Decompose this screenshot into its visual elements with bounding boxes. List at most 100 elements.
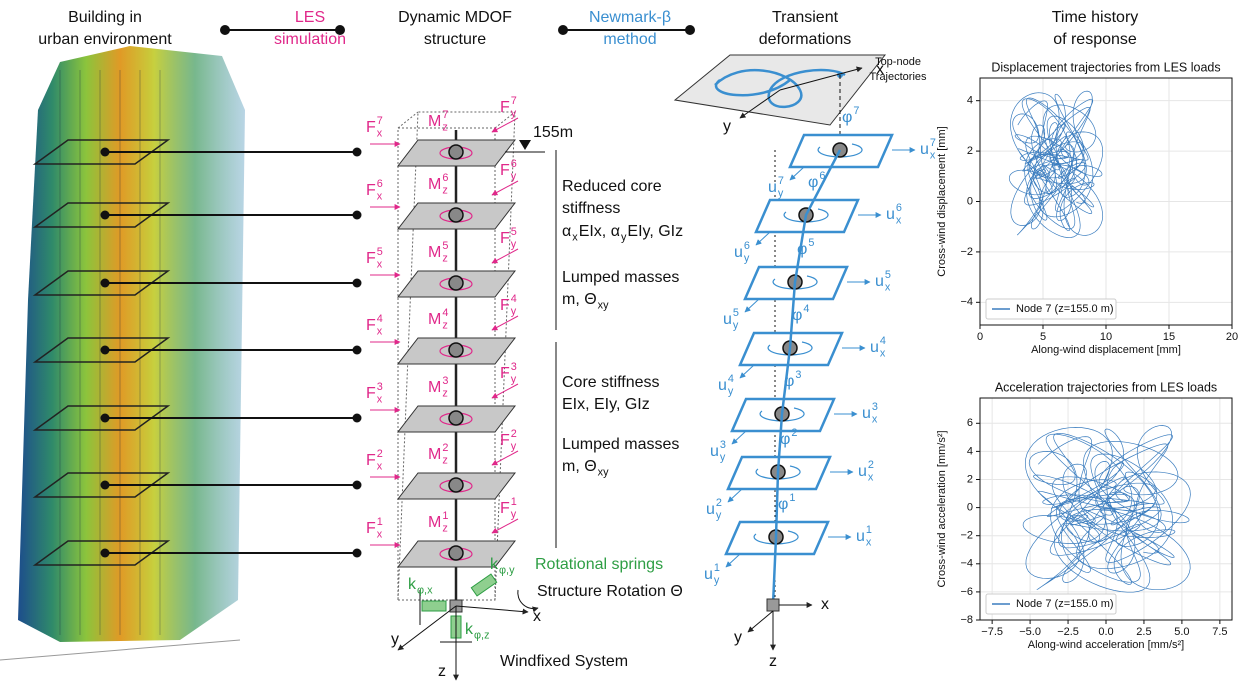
axis-y <box>748 611 773 632</box>
label-base: F <box>500 500 510 517</box>
label-sub: x <box>866 536 872 548</box>
y-tick-label: 0 <box>967 195 973 207</box>
connector-dot <box>353 481 362 490</box>
label-sup: 4 <box>442 307 448 319</box>
label-sub: y <box>621 231 627 243</box>
label-base: u <box>704 566 713 583</box>
connector-dot <box>101 549 110 558</box>
height-label: 155m <box>533 124 573 141</box>
label-base: u <box>875 273 884 290</box>
spring-y <box>471 574 496 596</box>
stiffness-title: stiffness <box>562 200 620 217</box>
y-tick-label: −6 <box>960 586 973 598</box>
x-tick-label: 5 <box>1040 331 1046 343</box>
floor-node <box>449 411 463 425</box>
label-base: φ <box>842 109 852 126</box>
label-base: F <box>366 317 376 334</box>
connector-dot <box>101 279 110 288</box>
y-tick-label: −2 <box>960 246 973 258</box>
uy-arrow <box>740 365 754 378</box>
label-sup: 6 <box>442 172 448 184</box>
x-axis-label: Along-wind acceleration [mm/s²] <box>1028 639 1185 651</box>
axis-label: y <box>391 631 399 648</box>
label-sub: φ,z <box>474 629 490 641</box>
connector-dot <box>353 279 362 288</box>
label-sub: y <box>714 574 720 586</box>
label-sup: 3 <box>442 375 448 387</box>
uy-arrow <box>790 167 804 180</box>
uy-arrow <box>726 554 740 567</box>
stiffness-title: Core stiffness <box>562 374 660 391</box>
trajectory-sketch <box>1009 91 1102 238</box>
label-sub: z <box>442 522 447 534</box>
label-sup: 7 <box>778 175 784 187</box>
floor-node <box>449 145 463 159</box>
label-base: u <box>718 377 727 394</box>
label-sup: 2 <box>511 428 517 440</box>
label-base: α <box>562 223 571 240</box>
label-base: M <box>428 113 441 130</box>
label-sup: 4 <box>880 335 886 347</box>
label-sup: 7 <box>442 109 448 121</box>
floor-node <box>449 276 463 290</box>
label-base: u <box>856 528 865 545</box>
label-sub: z <box>442 454 447 466</box>
header: LES <box>295 9 325 26</box>
label-base: M <box>428 311 441 328</box>
label-sub: xy <box>598 299 609 311</box>
label-sub: x <box>377 325 383 337</box>
connector-dot <box>101 414 110 423</box>
figure: Building inurban environmentLESsimulatio… <box>0 0 1255 684</box>
label-sup: 5 <box>733 307 739 319</box>
label-sup: 4 <box>511 293 517 305</box>
label-sub: x <box>377 127 383 139</box>
label-base: u <box>862 405 871 422</box>
header: Time history <box>1052 9 1139 26</box>
label-base: u <box>710 443 719 460</box>
masses-title: Lumped masses <box>562 436 679 453</box>
label-base: F <box>366 182 376 199</box>
x-tick-label: 10 <box>1100 331 1112 343</box>
y-tick-label: 2 <box>967 145 973 157</box>
plot-title: Acceleration trajectories from LES loads <box>995 380 1217 394</box>
x-tick-label: −2.5 <box>1057 626 1079 638</box>
header: Building in <box>68 9 142 26</box>
label-sup: 1 <box>442 510 448 522</box>
label-base: M <box>428 176 441 193</box>
label-base: M <box>428 244 441 261</box>
label-base: u <box>858 463 867 480</box>
label-sup: 4 <box>728 373 734 385</box>
header: Dynamic MDOF <box>398 9 512 26</box>
header: deformations <box>759 31 852 48</box>
x-tick-label: 15 <box>1163 331 1175 343</box>
label-sub: y <box>778 187 784 199</box>
y-tick-label: −4 <box>960 558 973 570</box>
label-base: F <box>500 99 510 116</box>
label-sub: z <box>442 121 447 133</box>
label-sub: x <box>377 460 383 472</box>
label-sup: 4 <box>377 313 383 325</box>
label-base: φ <box>778 496 788 513</box>
label-sup: 2 <box>442 442 448 454</box>
axis-label: z <box>769 653 777 670</box>
uy-arrow <box>732 431 746 444</box>
label-sub: y <box>511 238 517 250</box>
label-base: k <box>465 621 474 638</box>
label-base: F <box>366 250 376 267</box>
axis-label: y <box>723 118 731 135</box>
label-sup: 2 <box>377 448 383 460</box>
y-tick-label: 4 <box>967 95 973 107</box>
label-base: EIy, GIz <box>627 223 683 240</box>
label-sub: z <box>442 252 447 264</box>
label-base: m, Θ <box>562 291 597 308</box>
label-sub: x <box>377 258 383 270</box>
label-sub: y <box>511 107 517 119</box>
label-sup: 1 <box>511 496 517 508</box>
label-base: F <box>500 230 510 247</box>
label-sub: y <box>744 252 750 264</box>
label-sup: 1 <box>377 516 383 528</box>
label-base: F <box>366 385 376 402</box>
uy-arrow <box>756 232 770 245</box>
uy-arrow <box>728 489 742 502</box>
force-y-arrow <box>492 249 518 263</box>
